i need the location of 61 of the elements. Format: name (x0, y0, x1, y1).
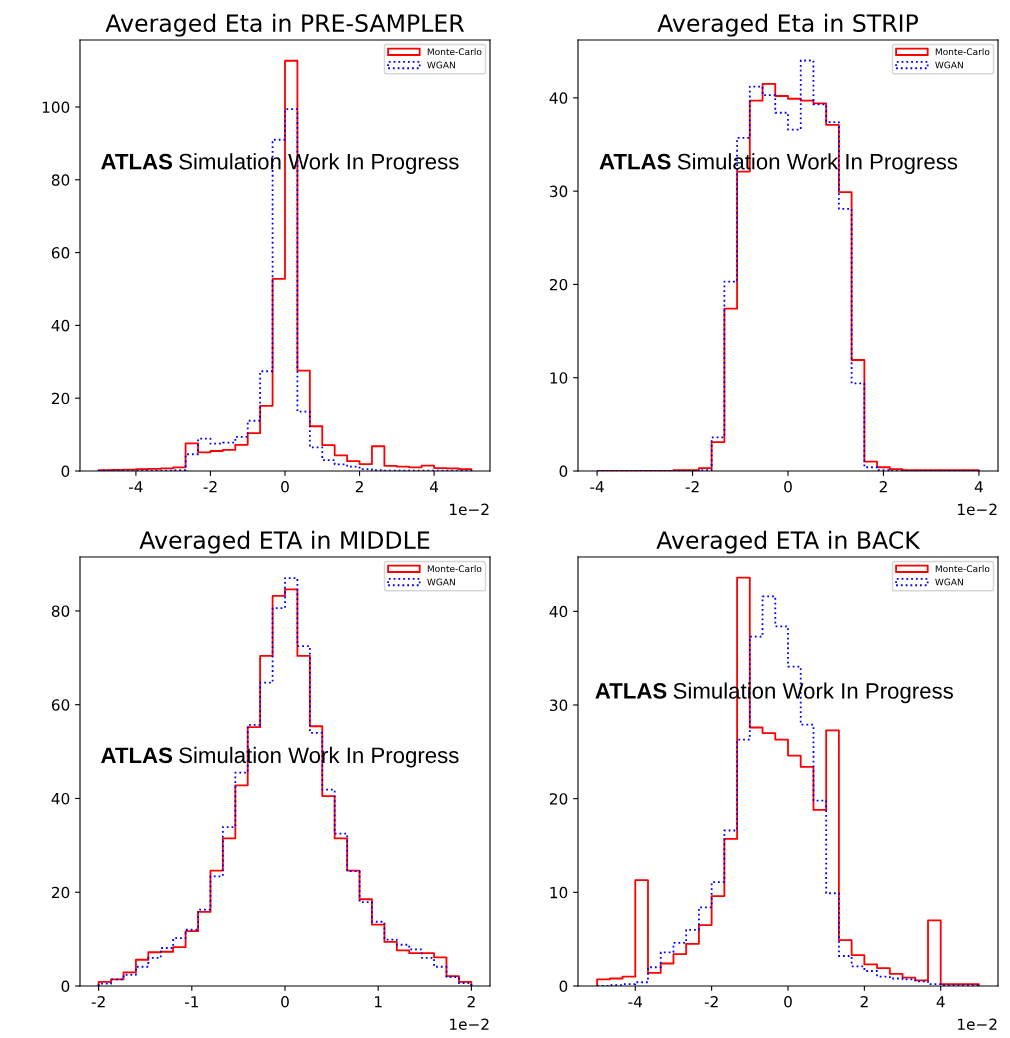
x-tick-label: 4 (936, 996, 945, 1008)
x-tick-label: -2 (91, 995, 105, 1008)
y-tick-label: 40 (549, 92, 568, 104)
y-tick-label: 40 (51, 792, 70, 805)
legend-label: WGAN (427, 578, 455, 586)
y-tick-label: 20 (549, 278, 568, 291)
x-tick-label: 0 (784, 480, 792, 493)
x-tick-label: -4 (129, 481, 143, 493)
legend-label: WGAN (935, 61, 963, 69)
x-tick-label: -1 (184, 996, 199, 1008)
text: 1e−2 (958, 1018, 997, 1030)
y-tick-label: 20 (51, 392, 70, 405)
x-tick-label: 2 (467, 995, 475, 1008)
y-tick-label: 10 (550, 886, 568, 899)
legend-label: Monte-Carlo (935, 565, 990, 573)
text: 1e−2 (958, 503, 997, 516)
y-tick-label: 40 (549, 605, 568, 618)
legend-label: WGAN (935, 578, 963, 586)
y-tick-label: 20 (51, 886, 70, 899)
x-tick-label: 2 (355, 480, 363, 493)
legend-label: Monte-Carlo (427, 48, 482, 56)
y-tick-label: 10 (550, 372, 568, 384)
legend-label: WGAN (427, 61, 455, 69)
chart-title: Averaged ETA in BACK (656, 530, 921, 554)
x-tick-label: 1 (375, 996, 382, 1008)
x-tick-label: 4 (429, 481, 439, 493)
y-tick-label: 30 (550, 185, 568, 198)
x-tick-label: -2 (685, 480, 699, 493)
x-tick-label: 0 (281, 480, 289, 493)
y-tick-label: 0 (559, 465, 568, 478)
legend-label: Monte-Carlo (935, 48, 990, 56)
y-tick-label: 40 (51, 319, 70, 332)
x-tick-label: -4 (590, 481, 604, 493)
annotation: ATLAS (101, 747, 173, 764)
x-tick-label: 0 (281, 995, 289, 1008)
text: 1e−2 (450, 1018, 489, 1030)
y-tick-label: 80 (51, 174, 70, 186)
y-tick-label: 0 (61, 465, 70, 478)
x-tick-label: 0 (784, 995, 792, 1008)
y-tick-label: 0 (559, 980, 568, 993)
annotation: ATLAS (599, 153, 671, 170)
x-tick-label: -2 (203, 480, 217, 493)
annotation: ATLAS (101, 153, 173, 170)
y-tick-label: 60 (51, 247, 70, 259)
chart-title: Averaged Eta in STRIP (657, 13, 919, 37)
chart-title: Averaged Eta in PRE-SAMPLER (105, 13, 465, 37)
x-tick-label: 2 (879, 480, 887, 493)
x-tick-label: 2 (860, 995, 868, 1008)
legend-label: Monte-Carlo (427, 565, 482, 573)
text: 1e−2 (450, 503, 489, 516)
x-tick-label: -2 (704, 995, 718, 1008)
y-tick-label: 20 (549, 793, 568, 805)
y-tick-label: 100 (42, 101, 70, 113)
y-tick-label: 30 (550, 699, 568, 712)
chart-title: Averaged ETA in MIDDLE (139, 530, 430, 554)
y-tick-label: 0 (61, 980, 70, 993)
y-tick-label: 80 (51, 605, 70, 617)
x-tick-label: -4 (628, 996, 643, 1008)
annotation: ATLAS (595, 683, 667, 699)
y-tick-label: 60 (51, 699, 70, 711)
x-tick-label: 4 (974, 481, 983, 493)
